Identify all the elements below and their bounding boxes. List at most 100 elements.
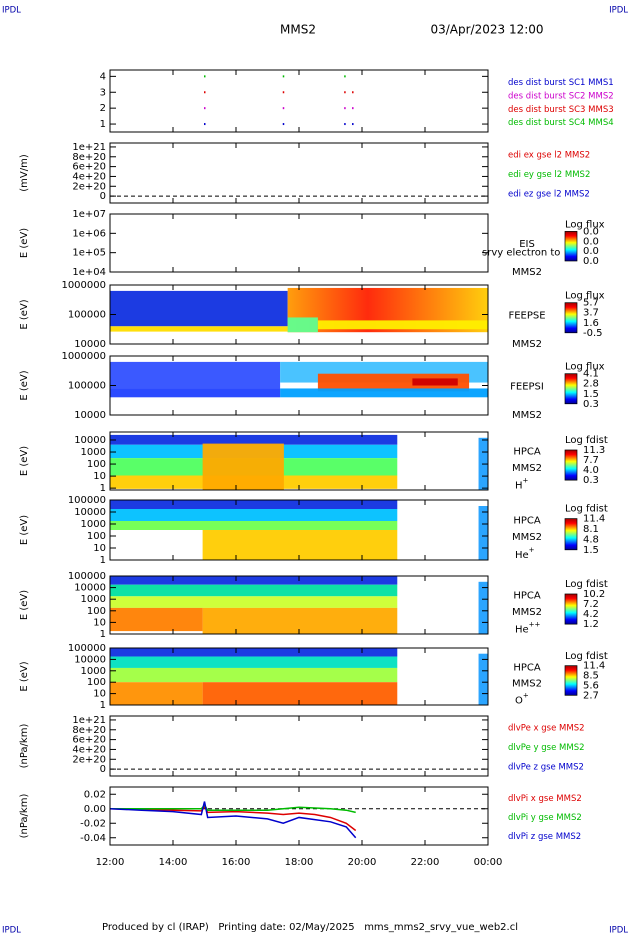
spectrogram-region bbox=[317, 373, 470, 392]
legend-entry: des dist burst SC4 MMS4 bbox=[508, 118, 614, 128]
legend-entry: edi ey gse l2 MMS2 bbox=[508, 170, 590, 180]
y-axis-label: (nPa/km) bbox=[19, 724, 30, 769]
colorbar-tick-label: 4.1 bbox=[583, 369, 599, 380]
species-charge: + bbox=[523, 691, 529, 699]
y-tick-label: -0.02 bbox=[80, 818, 106, 829]
spectrogram-region bbox=[202, 443, 284, 490]
y-tick-label: 2e+20 bbox=[72, 181, 106, 192]
instrument-label: HPCA bbox=[513, 662, 541, 673]
plot-frame bbox=[109, 499, 489, 561]
y-tick-label: 1000 bbox=[81, 594, 106, 605]
species-base: He bbox=[515, 624, 529, 635]
colorbar-title: Log fdist bbox=[565, 579, 608, 590]
colorbar-tick-label: 11.4 bbox=[583, 661, 605, 672]
y-tick-label: 0 bbox=[100, 191, 106, 202]
instrument-label: FEEPSI bbox=[510, 382, 544, 393]
y-tick-label: 4e+20 bbox=[72, 744, 106, 755]
colorbar-tick-label: 1.2 bbox=[583, 619, 599, 630]
legend-entry: dlvPi x gse MMS2 bbox=[508, 794, 582, 804]
colorbar-tick-label: 0.0 bbox=[583, 256, 599, 267]
colorbar-tick-label: 8.1 bbox=[583, 524, 599, 535]
instrument-label: FEEPSE bbox=[508, 311, 545, 322]
y-tick-label: 100 bbox=[87, 459, 106, 470]
spectrogram-region bbox=[202, 530, 398, 560]
colorbar-tick-label: 0.0 bbox=[583, 236, 599, 247]
y-tick-label: 10000 bbox=[74, 435, 106, 446]
y-tick-label: 3 bbox=[100, 87, 106, 98]
spectrogram-region bbox=[110, 682, 203, 705]
colorbar bbox=[564, 593, 578, 625]
burst-marker bbox=[282, 123, 285, 126]
footer-text: Produced by cl (IRAP) Printing date: 02/… bbox=[102, 922, 518, 933]
colorbar-title: Log fdist bbox=[565, 503, 608, 514]
y-tick-label: 1 bbox=[100, 555, 106, 566]
legend-entry: dlvPe y gse MMS2 bbox=[508, 743, 585, 753]
colorbar-tick-label: 8.5 bbox=[583, 671, 599, 682]
spectrogram-region bbox=[287, 317, 318, 333]
colorbar-tick-label: 4.8 bbox=[583, 534, 599, 545]
spectrogram-region bbox=[317, 320, 488, 330]
spacecraft-label: MMS2 bbox=[512, 267, 542, 278]
y-tick-label: 100 bbox=[87, 531, 106, 542]
title: MMS2 bbox=[280, 23, 316, 37]
colorbar-tick-label: 0.0 bbox=[583, 246, 599, 257]
colorbar-tick-label: 4.2 bbox=[583, 609, 599, 620]
y-tick-label: 6e+20 bbox=[72, 735, 106, 746]
y-tick-label: 10 bbox=[93, 471, 106, 482]
instrument-label: HPCA bbox=[513, 447, 541, 458]
colorbar-tick-label: 11.3 bbox=[583, 445, 605, 456]
species-label: O+ bbox=[515, 691, 529, 706]
y-axis-label: (mV/m) bbox=[19, 154, 30, 192]
legend-entry: dlvPe x gse MMS2 bbox=[508, 724, 585, 734]
spectrogram-region bbox=[110, 648, 398, 657]
legend-entry: des dist burst SC2 MMS2 bbox=[508, 91, 614, 101]
colorbar-tick-label: 11.4 bbox=[583, 514, 605, 525]
y-tick-label: 0.00 bbox=[84, 804, 106, 815]
burst-marker bbox=[282, 107, 285, 110]
y-tick-label: 10 bbox=[93, 617, 106, 628]
plot-frame bbox=[109, 431, 489, 491]
spectrogram-region bbox=[110, 521, 398, 530]
species-charge: + bbox=[523, 476, 529, 484]
x-tick-label: 20:00 bbox=[348, 857, 377, 868]
plot-frame bbox=[109, 786, 489, 846]
x-tick-label: 16:00 bbox=[222, 857, 251, 868]
burst-marker bbox=[282, 75, 285, 78]
y-tick-label: 1e+06 bbox=[72, 228, 106, 239]
colorbar-title: Log flux bbox=[565, 291, 605, 302]
species-base: H bbox=[515, 480, 523, 491]
spectrogram-region bbox=[110, 290, 288, 327]
spacecraft-label: MMS2 bbox=[512, 607, 542, 618]
y-tick-label: 1 bbox=[100, 700, 106, 711]
spectrogram-region bbox=[478, 581, 488, 634]
spacecraft-label: MMS2 bbox=[512, 463, 542, 474]
y-tick-label: 1 bbox=[100, 483, 106, 494]
plot-frame bbox=[109, 647, 489, 706]
species-label: He++ bbox=[515, 620, 541, 635]
burst-marker bbox=[344, 75, 346, 78]
species-base: He bbox=[515, 550, 529, 561]
y-axis-label: E (eV) bbox=[19, 228, 30, 258]
burst-marker bbox=[352, 107, 354, 110]
legend-entry: edi ex gse l2 MMS2 bbox=[508, 151, 590, 161]
burst-marker bbox=[344, 123, 346, 126]
spectrogram-region bbox=[110, 500, 398, 509]
series-line bbox=[109, 801, 357, 839]
spectrogram-region bbox=[478, 506, 488, 560]
burst-marker bbox=[352, 91, 354, 94]
burst-marker bbox=[344, 91, 346, 94]
colorbar-tick-label: 0.3 bbox=[583, 399, 599, 410]
y-tick-label: 0.02 bbox=[84, 789, 106, 800]
corner-label: IPDL bbox=[2, 6, 21, 16]
y-axis-label: E (eV) bbox=[19, 446, 30, 476]
colorbar-tick-label: 10.2 bbox=[583, 589, 605, 600]
x-tick-label: 18:00 bbox=[285, 857, 314, 868]
legend-entry: dlvPe z gse MMS2 bbox=[508, 763, 584, 773]
corner-label: IPDL bbox=[2, 926, 21, 934]
colorbar-tick-label: 2.7 bbox=[583, 690, 599, 701]
species-base: O bbox=[515, 695, 523, 706]
spectrogram-region bbox=[202, 607, 398, 634]
y-tick-label: 1000 bbox=[81, 666, 106, 677]
colorbar-tick-label: 0.3 bbox=[583, 475, 599, 486]
colorbar-tick-label: 1.6 bbox=[583, 318, 599, 329]
